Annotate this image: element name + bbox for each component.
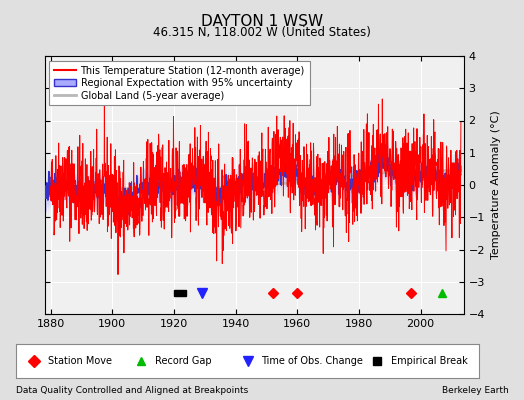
Text: Time of Obs. Change: Time of Obs. Change	[261, 356, 363, 366]
Text: Record Gap: Record Gap	[155, 356, 212, 366]
Text: Empirical Break: Empirical Break	[391, 356, 468, 366]
Text: Data Quality Controlled and Aligned at Breakpoints: Data Quality Controlled and Aligned at B…	[16, 386, 248, 395]
Y-axis label: Temperature Anomaly (°C): Temperature Anomaly (°C)	[490, 111, 500, 259]
Legend: This Temperature Station (12-month average), Regional Expectation with 95% uncer: This Temperature Station (12-month avera…	[49, 61, 310, 106]
Text: DAYTON 1 WSW: DAYTON 1 WSW	[201, 14, 323, 29]
Text: Berkeley Earth: Berkeley Earth	[442, 386, 508, 395]
Text: 46.315 N, 118.002 W (United States): 46.315 N, 118.002 W (United States)	[153, 26, 371, 39]
Text: Station Move: Station Move	[48, 356, 112, 366]
